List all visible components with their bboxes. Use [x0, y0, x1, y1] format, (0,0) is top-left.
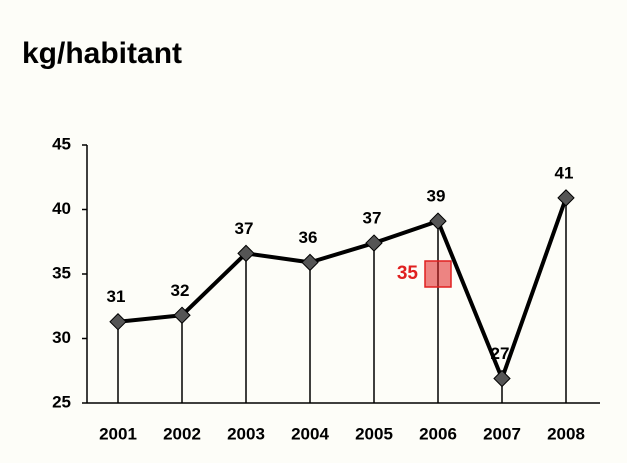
- y-tick-label: 30: [52, 328, 71, 347]
- highlight-label: 35: [397, 263, 419, 284]
- data-label: 39: [427, 187, 446, 206]
- data-label: 36: [299, 228, 318, 247]
- x-tick-label: 2008: [547, 424, 585, 443]
- y-tick-label: 45: [52, 134, 71, 153]
- y-tick-label: 25: [52, 392, 71, 411]
- data-label: 32: [171, 281, 190, 300]
- data-label: 37: [235, 219, 254, 238]
- chart-title: kg/habitant: [22, 37, 182, 70]
- y-tick-label: 40: [52, 199, 71, 218]
- data-label: 31: [107, 287, 126, 306]
- x-tick-label: 2002: [163, 424, 201, 443]
- x-tick-label: 2001: [99, 424, 137, 443]
- x-tick-label: 2005: [355, 424, 393, 443]
- x-tick-label: 2003: [227, 424, 265, 443]
- data-label: 27: [491, 344, 510, 363]
- x-tick-label: 2007: [483, 424, 521, 443]
- chart: kg/habitant 25 30 35 40 45 2001 2002 2003 2004 20…: [0, 0, 627, 463]
- highlight-marker: [425, 261, 451, 287]
- data-label: 37: [363, 209, 382, 228]
- data-label: 41: [555, 163, 574, 182]
- y-tick-label: 35: [52, 263, 71, 282]
- x-tick-label: 2004: [291, 424, 329, 443]
- x-tick-label: 2006: [419, 424, 457, 443]
